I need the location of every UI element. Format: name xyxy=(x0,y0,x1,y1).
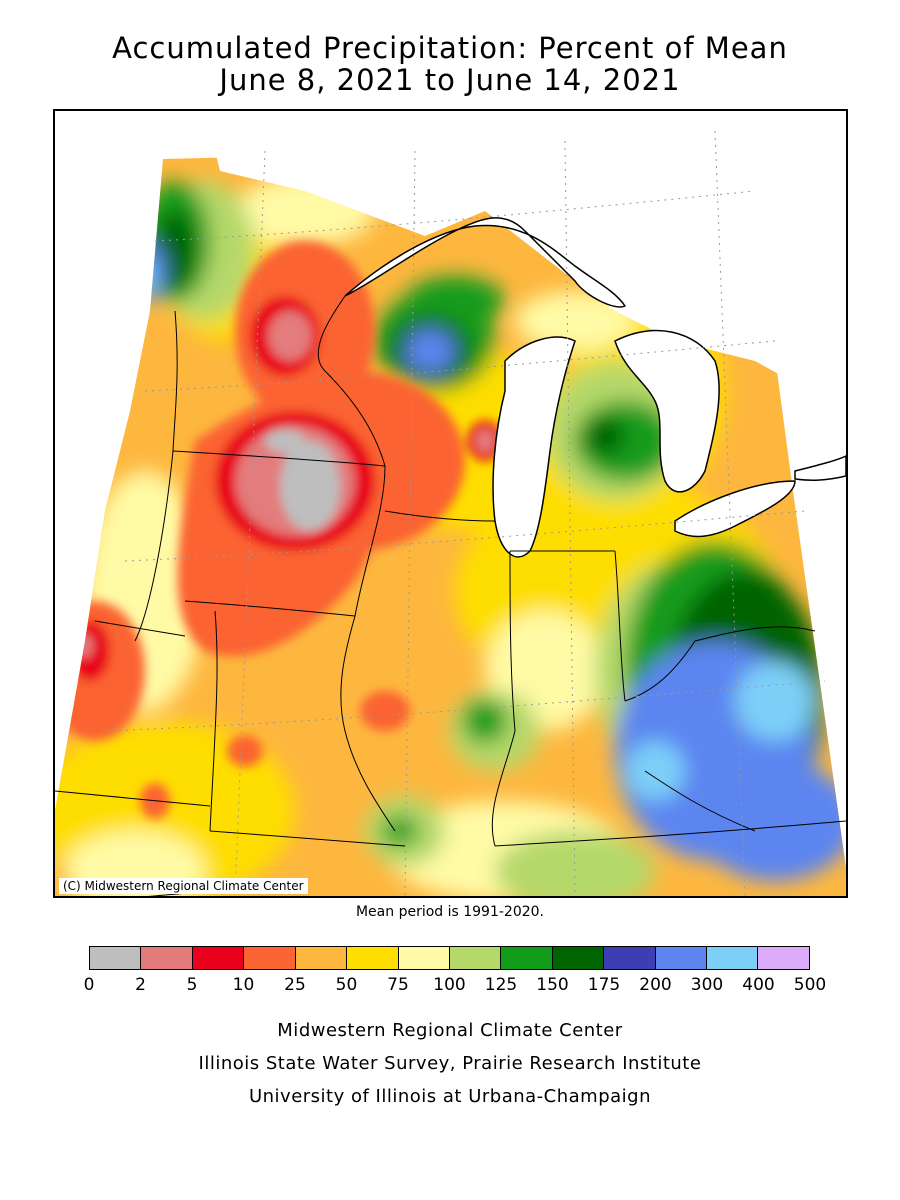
legend-tick-label: 50 xyxy=(335,975,358,995)
credit-mrcc: Midwestern Regional Climate Center xyxy=(277,1020,623,1041)
map-title: Accumulated Precipitation: Percent of Me… xyxy=(112,31,788,65)
legend-tick-label: 500 xyxy=(793,975,827,995)
legend-tick-label: 10 xyxy=(232,975,255,995)
legend-tick-label: 300 xyxy=(690,975,724,995)
legend-tick-label: 125 xyxy=(484,975,518,995)
legend-swatch xyxy=(244,947,296,969)
legend-tick-label: 150 xyxy=(536,975,569,995)
precipitation-map: (C) Midwestern Regional Climate Center xyxy=(53,109,848,898)
legend-swatch xyxy=(501,947,553,969)
date-range-subtitle: June 8, 2021 to June 14, 2021 xyxy=(219,63,681,97)
graticule xyxy=(104,130,826,896)
legend-tick-label: 200 xyxy=(639,975,672,995)
copyright-label: (C) Midwestern Regional Climate Center xyxy=(59,878,308,894)
color-legend xyxy=(89,946,811,970)
map-canvas xyxy=(55,111,846,896)
legend-swatch xyxy=(141,947,193,969)
legend-tick-label: 175 xyxy=(587,975,621,995)
legend-swatch xyxy=(398,947,450,969)
legend-tick-label: 2 xyxy=(135,975,146,995)
legend-tick-label: 0 xyxy=(83,975,95,995)
legend-swatch xyxy=(655,947,708,969)
legend-tick-label: 100 xyxy=(433,975,466,995)
legend-color-bar xyxy=(89,946,810,970)
great-lakes xyxy=(205,111,846,558)
legend-swatch xyxy=(552,947,605,969)
legend-swatch xyxy=(604,947,656,969)
legend-swatch xyxy=(707,947,759,969)
state-borders xyxy=(55,295,846,896)
legend-swatch xyxy=(90,947,142,969)
legend-swatch xyxy=(192,947,245,969)
mean-period-note: Mean period is 1991-2020. xyxy=(355,904,545,920)
legend-swatch xyxy=(347,947,399,969)
legend-tick-label: 400 xyxy=(742,975,775,995)
credit-isws: Illinois State Water Survey, Prairie Res… xyxy=(198,1053,702,1074)
legend-swatch xyxy=(758,947,809,969)
legend-swatch xyxy=(295,947,348,969)
legend-swatch xyxy=(449,947,502,969)
credit-uiuc: University of Illinois at Urbana-Champai… xyxy=(248,1086,652,1107)
legend-tick-label: 5 xyxy=(186,975,198,995)
legend-tick-label: 25 xyxy=(284,975,306,995)
legend-tick-label: 75 xyxy=(387,975,409,995)
